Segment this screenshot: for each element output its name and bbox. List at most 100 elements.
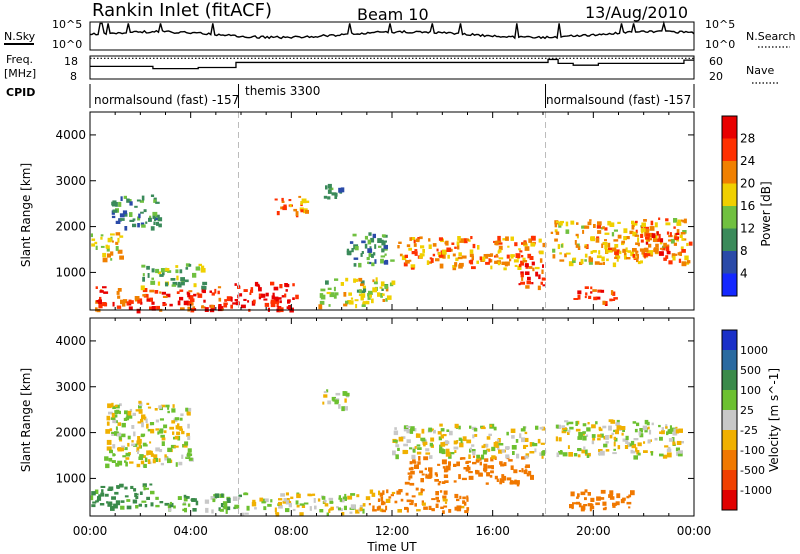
power-colorbar-label: 4 — [740, 267, 748, 281]
heatmap-cell — [431, 498, 436, 501]
y-tick-label: 1000 — [55, 471, 86, 485]
heatmap-cell — [575, 421, 578, 426]
heatmap-cell — [123, 195, 127, 199]
heatmap-cell — [350, 504, 356, 509]
heatmap-cell — [156, 305, 160, 310]
heatmap-cell — [116, 409, 120, 414]
heatmap-cell — [125, 461, 128, 467]
heatmap-cell — [201, 285, 206, 290]
heatmap-cell — [167, 410, 170, 414]
heatmap-cell — [117, 288, 122, 292]
heatmap-cell — [596, 236, 600, 239]
heatmap-cell — [135, 409, 140, 412]
heatmap-cell — [112, 444, 116, 449]
heatmap-cell — [656, 231, 659, 236]
heatmap-cell — [140, 433, 146, 437]
heatmap-cell — [278, 501, 282, 506]
heatmap-cell — [641, 225, 644, 230]
heatmap-cell — [457, 256, 463, 260]
heatmap-cell — [678, 428, 683, 433]
heatmap-cell — [138, 405, 142, 409]
heatmap-cell — [371, 253, 374, 258]
heatmap-cell — [226, 506, 231, 511]
heatmap-cell — [602, 241, 608, 245]
heatmap-cell — [486, 472, 490, 477]
heatmap-cell — [473, 428, 478, 432]
heatmap-cell — [429, 471, 433, 476]
heatmap-cell — [472, 243, 476, 249]
heatmap-cell — [416, 433, 419, 438]
heatmap-cell — [106, 415, 111, 421]
heatmap-cell — [371, 262, 375, 267]
heatmap-cell — [193, 308, 197, 311]
heatmap-cell — [296, 504, 300, 508]
heatmap-cell — [636, 450, 640, 455]
heatmap-cell — [677, 252, 681, 256]
heatmap-cell — [440, 506, 444, 509]
heatmap-cell — [187, 292, 191, 298]
power-colorbar-label: 16 — [740, 199, 755, 213]
heatmap-cell — [461, 255, 467, 259]
heatmap-cell — [430, 258, 434, 263]
power-colorbar-label: 12 — [740, 222, 755, 236]
heatmap-cell — [637, 261, 641, 265]
heatmap-cell — [677, 453, 683, 457]
heatmap-cell — [365, 300, 370, 305]
heatmap-cell — [379, 492, 384, 497]
x-tick-label: 00:00 — [677, 524, 712, 538]
heatmap-cell — [340, 187, 345, 193]
heatmap-cell — [179, 269, 183, 274]
heatmap-cell — [112, 209, 118, 213]
heatmap-cell — [539, 452, 543, 456]
heatmap-cell — [590, 250, 593, 254]
heatmap-cell — [411, 251, 416, 255]
heatmap-cell — [300, 209, 304, 213]
heatmap-cell — [232, 302, 237, 305]
velocity-colorbar-label: 25 — [740, 404, 754, 417]
heatmap-cell — [456, 461, 460, 467]
heatmap-cell — [234, 299, 238, 302]
heatmap-cell — [100, 234, 104, 237]
heatmap-cell — [655, 244, 658, 247]
heatmap-cell — [600, 227, 604, 230]
nsky-label: N.Sky — [4, 30, 36, 43]
heatmap-cell — [661, 430, 665, 435]
heatmap-cell — [143, 294, 149, 298]
heatmap-cell — [595, 421, 598, 425]
heatmap-cell — [428, 473, 432, 477]
heatmap-cell — [234, 504, 240, 509]
heatmap-cell — [343, 303, 348, 307]
heatmap-cell — [138, 503, 142, 507]
heatmap-cell — [476, 260, 479, 264]
heatmap-cell — [104, 456, 109, 461]
heatmap-cell — [144, 416, 147, 421]
heatmap-cell — [486, 436, 491, 440]
heatmap-cell — [585, 449, 588, 454]
heatmap-cell — [509, 482, 512, 485]
nsearch-tick-top: 10^5 — [705, 18, 735, 31]
heatmap-cell — [107, 421, 110, 426]
heatmap-cell — [171, 284, 177, 287]
heatmap-cell — [602, 425, 607, 429]
heatmap-cell — [373, 281, 378, 285]
heatmap-cell — [490, 265, 493, 270]
heatmap-cell — [160, 404, 166, 408]
heatmap-cell — [464, 510, 469, 514]
heatmap-cell — [282, 206, 287, 211]
heatmap-cell — [133, 488, 137, 492]
heatmap-cell — [438, 254, 444, 258]
heatmap-cell — [106, 439, 112, 445]
velocity-colorbar-swatch — [722, 330, 737, 350]
heatmap-cell — [443, 468, 448, 473]
heatmap-cell — [559, 259, 565, 262]
cpid-segment-3: normalsound (fast) -157 — [546, 93, 691, 107]
heatmap-cell — [505, 454, 510, 459]
heatmap-cell — [445, 465, 451, 471]
heatmap-cell — [432, 243, 437, 247]
heatmap-cell — [309, 494, 313, 497]
heatmap-cell — [174, 435, 179, 440]
heatmap-cell — [224, 299, 227, 302]
heatmap-cell — [197, 266, 200, 269]
heatmap-cell — [423, 456, 429, 461]
heatmap-cell — [186, 411, 191, 416]
